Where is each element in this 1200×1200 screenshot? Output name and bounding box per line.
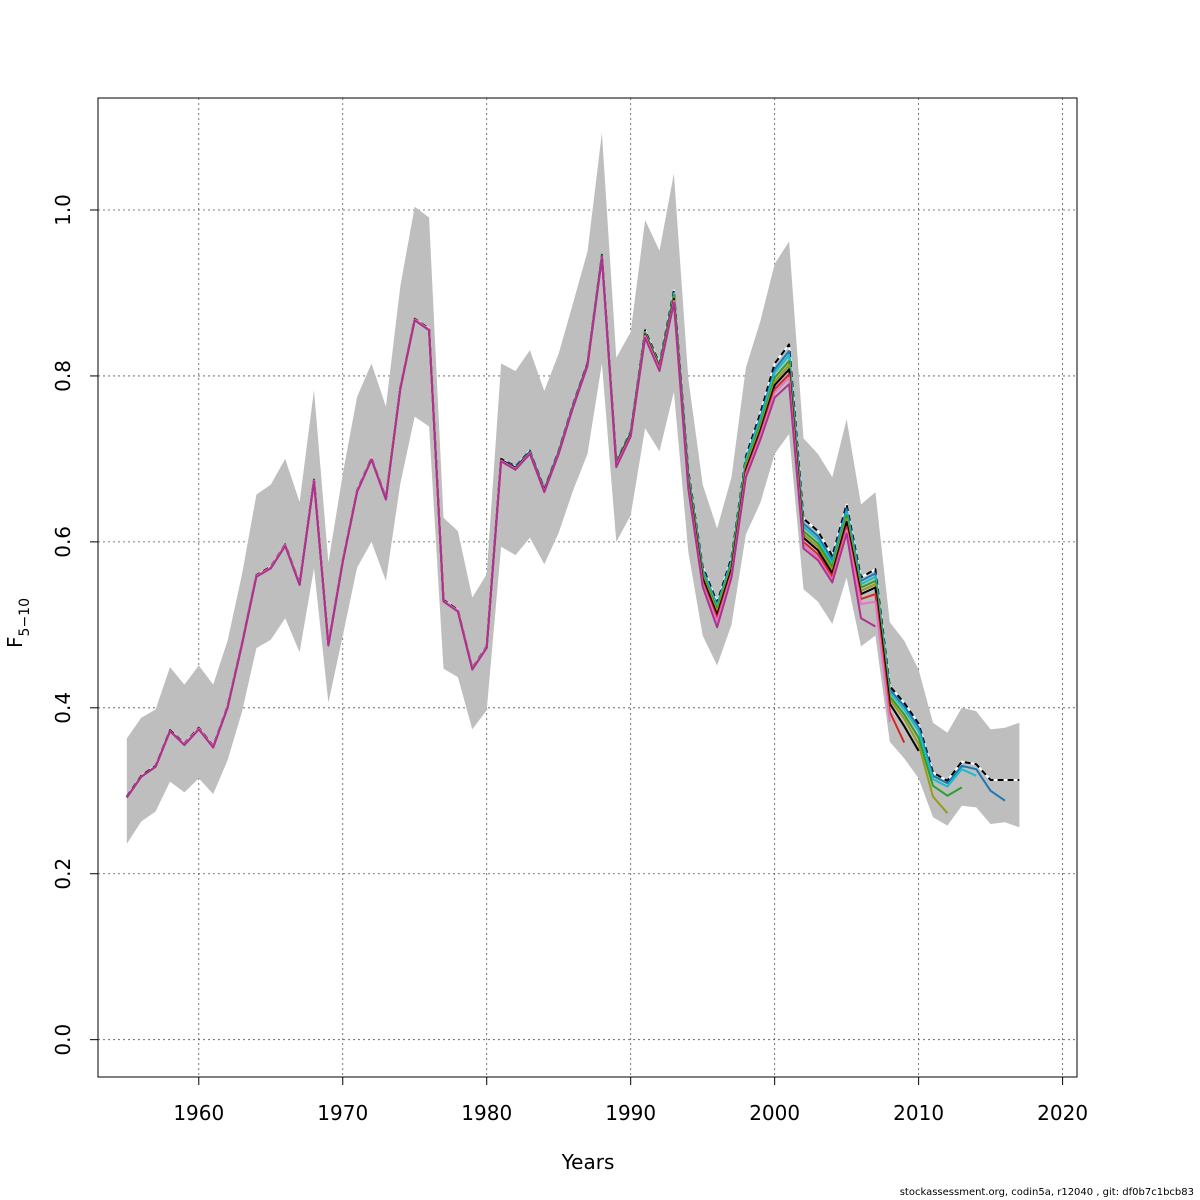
y-axis-title-sub: 5−10 [17,598,33,636]
y-axis-title: F5−10 [3,598,33,648]
svg-text:F5−10: F5−10 [3,598,33,648]
series-line-8 [125,257,876,798]
y-tick-label: 0.2 [51,858,75,890]
x-axis: 1960 1970 1980 1990 2000 2010 2020 [173,1077,1088,1125]
x-axis-title: Years [561,1150,615,1174]
x-tick-label: 1960 [173,1101,224,1125]
x-tick-label: 1980 [461,1101,512,1125]
confidence-band-area [126,132,1020,844]
x-tick-label: 1970 [317,1101,368,1125]
y-tick-label: 0.0 [51,1024,75,1056]
x-tick-label: 1990 [605,1101,656,1125]
y-tick-label: 0.4 [51,692,75,724]
confidence-band [126,132,1020,844]
y-tick-label: 0.8 [51,360,75,392]
y-tick-label: 0.6 [51,526,75,558]
footer-credit: stockassessment.org, codin5a, r12040 , g… [899,1187,1194,1198]
y-axis: 0.0 0.2 0.4 0.6 0.8 1.0 [51,194,98,1056]
x-tick-label: 2020 [1037,1101,1088,1125]
series-lines [125,253,1020,814]
plot-frame [97,97,1078,1078]
x-tick-label: 2000 [749,1101,800,1125]
x-tick-label: 2010 [893,1101,944,1125]
y-tick-label: 1.0 [51,194,75,226]
y-axis-title-main: F [3,636,27,648]
